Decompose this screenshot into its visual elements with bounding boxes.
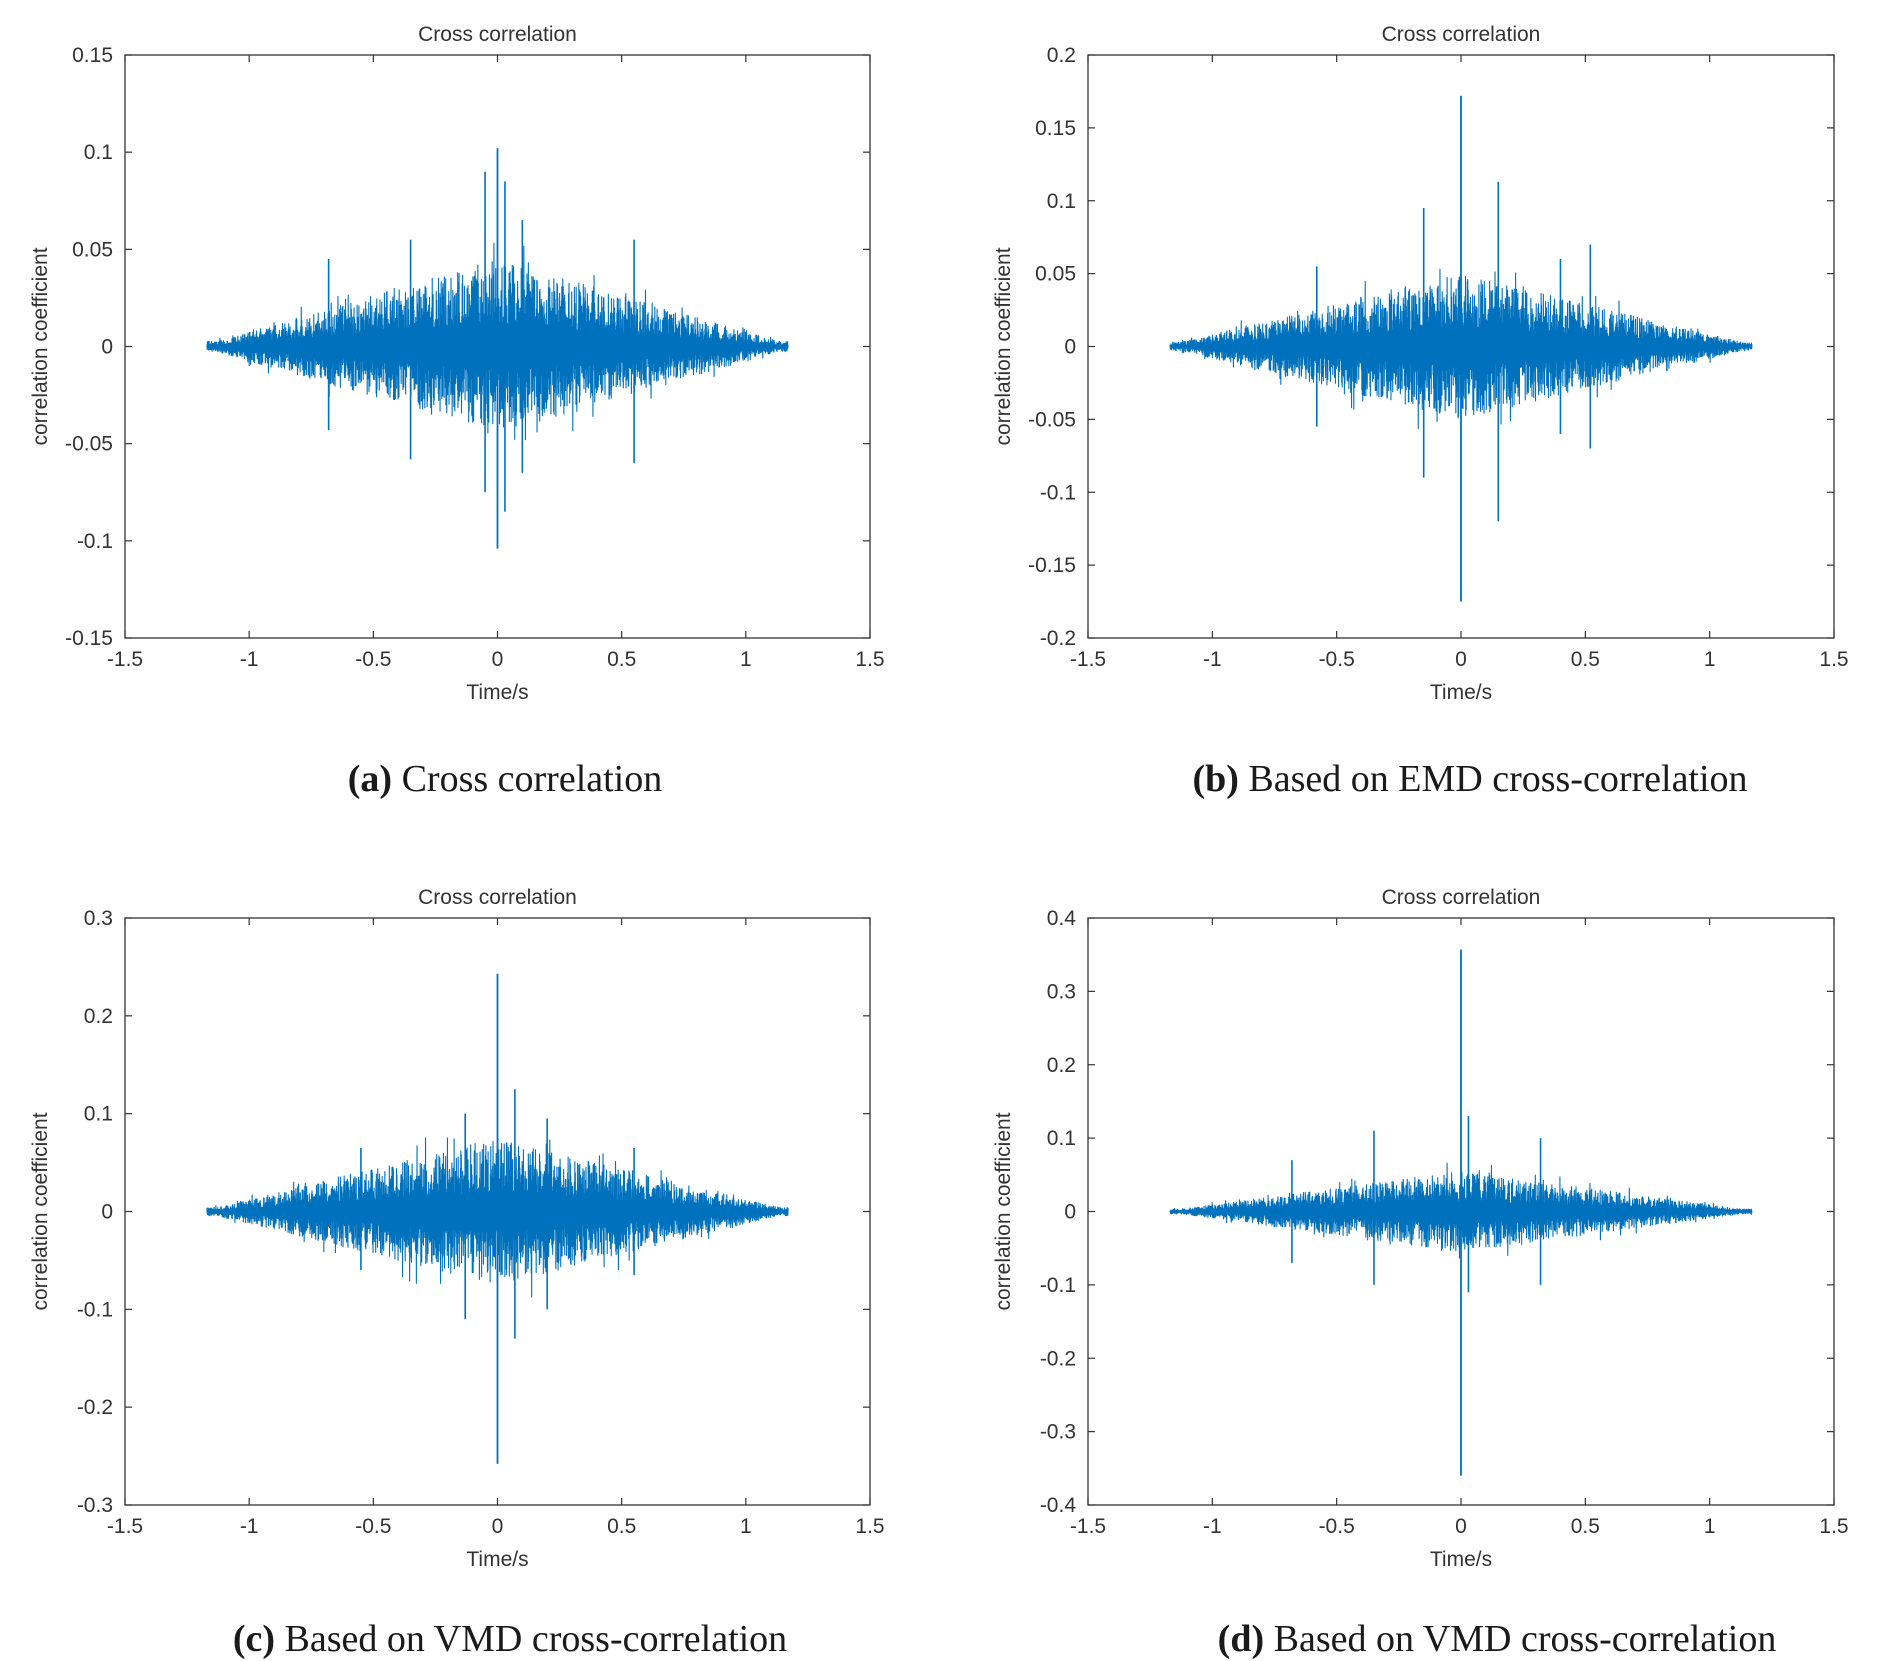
x-axis-label: Time/s (1430, 681, 1492, 704)
x-tick-label: 0.5 (607, 648, 636, 671)
y-tick-label: 0 (101, 336, 113, 359)
y-tick-label: 0.1 (84, 1103, 113, 1126)
y-tick-label: 0.3 (1047, 980, 1076, 1003)
x-tick-label: 0.5 (1571, 648, 1600, 671)
caption-c-letter: (c) (232, 1618, 275, 1660)
x-tick-label: 1.5 (1819, 1515, 1848, 1538)
y-tick-label: 0.15 (1035, 117, 1076, 140)
y-tick-label: -0.1 (77, 1298, 113, 1321)
x-tick-label: 1 (740, 1515, 752, 1538)
x-tick-label: -1 (240, 1515, 259, 1538)
y-tick-label: 0.2 (1047, 1054, 1076, 1077)
y-tick-label: 0.15 (72, 44, 113, 67)
y-tick-label: 0.3 (84, 907, 113, 930)
y-tick-label: 0.05 (72, 238, 113, 261)
y-tick-label: 0 (101, 1201, 113, 1224)
x-tick-label: 0.5 (1571, 1515, 1600, 1538)
x-tick-label: -0.5 (355, 1515, 391, 1538)
caption-a-letter: (a) (347, 758, 393, 800)
y-tick-label: 0.4 (1047, 907, 1077, 930)
y-tick-label: 0.2 (84, 1005, 113, 1028)
x-tick-label: -0.5 (1319, 1515, 1355, 1538)
caption-a-text: Cross correlation (392, 758, 663, 800)
chart-1: -1.5 -1 -0.5 0 0.5 1 1.5 -0.2 -0.15 -0.1 -0.05 0 0.0… (992, 23, 1849, 704)
x-tick-label: -1 (1203, 1515, 1222, 1538)
x-tick-label: 0 (492, 1515, 504, 1538)
y-tick-label: 0 (1064, 1201, 1076, 1224)
x-tick-label: -0.5 (355, 648, 391, 671)
x-tick-label: 1 (1704, 648, 1716, 671)
y-tick-label: 0.1 (84, 141, 113, 164)
x-tick-label: 1 (740, 648, 752, 671)
y-axis-label: correlation coefficient (992, 247, 1015, 445)
x-tick-label: 0 (1455, 648, 1467, 671)
y-tick-label: -0.15 (65, 627, 113, 650)
y-tick-label: -0.05 (1028, 408, 1076, 431)
y-tick-label: -0.2 (1040, 627, 1076, 650)
x-tick-label: 0 (1455, 1515, 1467, 1538)
x-axis-label: Time/s (1430, 1548, 1492, 1571)
caption-a: (a) Cross correlation (348, 757, 662, 801)
x-tick-label: -1.5 (1070, 648, 1106, 671)
caption-b: (b) Based on EMD cross-correlation (1192, 757, 1747, 801)
caption-b-letter: (b) (1192, 758, 1239, 800)
chart-title: Cross correlation (1382, 23, 1541, 46)
y-tick-label: 0.1 (1047, 190, 1076, 213)
chart-0: -1.5 -1 -0.5 0 0.5 1 1.5 -0.15 -0.1 -0.05 0 0.05 0.1… (29, 23, 885, 704)
caption-d-text: Based on VMD cross-correlation (1264, 1618, 1777, 1660)
x-axis-label: Time/s (466, 1548, 528, 1571)
x-tick-label: -1.5 (1070, 1515, 1106, 1538)
x-tick-label: 0.5 (607, 1515, 636, 1538)
chart-3: -1.5 -1 -0.5 0 0.5 1 1.5 -0.4 -0.3 -0.2 -0.1 0 0.1 0.… (992, 886, 1849, 1571)
x-axis-label: Time/s (466, 681, 528, 704)
x-tick-label: 0 (492, 648, 504, 671)
x-tick-label: -1 (240, 648, 259, 671)
chart-title: Cross correlation (418, 23, 577, 46)
caption-d-letter: (d) (1217, 1618, 1265, 1660)
y-axis-label: correlation coefficient (992, 1112, 1015, 1310)
y-tick-label: 0.1 (1047, 1127, 1076, 1150)
y-tick-label: -0.4 (1040, 1494, 1077, 1517)
y-tick-label: 0.05 (1035, 263, 1076, 286)
y-tick-label: -0.1 (77, 530, 113, 553)
y-axis-label: correlation coefficient (29, 1112, 52, 1310)
caption-d: (d) Based on VMD cross-correlation (1218, 1617, 1777, 1661)
chart-title: Cross correlation (1382, 886, 1541, 909)
y-tick-label: 0 (1064, 336, 1076, 359)
x-tick-label: -1.5 (107, 648, 143, 671)
y-tick-label: -0.3 (77, 1494, 113, 1517)
chart-title: Cross correlation (418, 886, 577, 909)
x-tick-label: 1.5 (855, 1515, 884, 1538)
x-tick-label: -1 (1203, 648, 1222, 671)
y-tick-label: -0.3 (1040, 1421, 1076, 1444)
caption-b-text: Based on EMD cross-correlation (1238, 758, 1748, 800)
chart-2: -1.5 -1 -0.5 0 0.5 1 1.5 -0.3 -0.2 -0.1 0 0.1 0.2 0.3… (29, 886, 885, 1571)
x-tick-label: 1 (1704, 1515, 1716, 1538)
y-tick-label: -0.2 (77, 1396, 113, 1419)
x-tick-label: -0.5 (1319, 648, 1355, 671)
x-tick-label: 1.5 (1819, 648, 1848, 671)
y-tick-label: -0.05 (65, 433, 113, 456)
y-tick-label: -0.15 (1028, 554, 1076, 577)
x-tick-label: -1.5 (107, 1515, 143, 1538)
x-tick-label: 1.5 (855, 648, 884, 671)
y-tick-label: -0.1 (1040, 481, 1076, 504)
y-tick-label: 0.2 (1047, 44, 1076, 67)
y-axis-label: correlation coefficient (29, 247, 52, 445)
y-tick-label: -0.1 (1040, 1274, 1076, 1297)
y-tick-label: -0.2 (1040, 1347, 1076, 1370)
caption-c-text: Based on VMD cross-correlation (275, 1618, 788, 1660)
caption-c: (c) Based on VMD cross-correlation (233, 1617, 787, 1661)
